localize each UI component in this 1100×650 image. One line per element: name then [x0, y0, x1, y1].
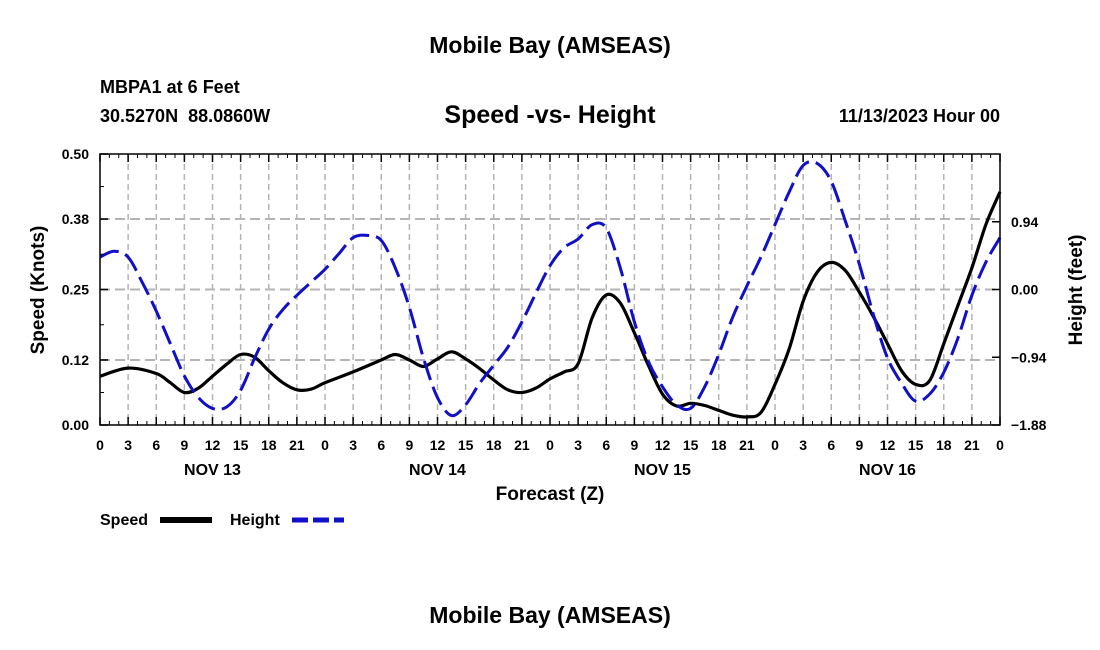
page-title-bottom: Mobile Bay (AMSEAS): [429, 602, 671, 628]
forecast-date: 11/13/2023 Hour 00: [838, 106, 1000, 126]
x-tick-label: 18: [711, 437, 727, 453]
x-tick-label: 0: [96, 437, 104, 453]
x-tick-label: 18: [486, 437, 502, 453]
station-coords: 30.5270N 88.0860W: [100, 106, 271, 126]
x-tick-label: 12: [205, 437, 221, 453]
x-tick-label: 3: [349, 437, 357, 453]
day-label: NOV 15: [634, 462, 691, 479]
x-tick-label: 18: [936, 437, 952, 453]
y-tick-label: 0.38: [62, 211, 89, 227]
legend-height-label: Height: [230, 512, 280, 529]
series-layer: [99, 160, 1002, 419]
grid-lines: [100, 154, 1000, 425]
y2-tick-label: 0.00: [1011, 282, 1038, 298]
x-tick-label: 18: [261, 437, 277, 453]
x-tick-label: 21: [514, 437, 530, 453]
x-tick-label: 6: [377, 437, 385, 453]
x-tick-label: 9: [630, 437, 638, 453]
x-tick-label: 0: [996, 437, 1004, 453]
x-tick-label: 0: [771, 437, 779, 453]
chart-title: Speed -vs- Height: [444, 101, 656, 129]
x-tick-label: 6: [152, 437, 160, 453]
x-tick-label: 21: [739, 437, 755, 453]
y2-tick-label: −0.94: [1011, 349, 1047, 365]
axes: 0 3 6 9 12 15 18 21 0 3 6 9 12 15 18 21 0 3 6 9 12 15 18 21 0 3 6 9…: [62, 146, 1047, 479]
x-tick-label: 9: [180, 437, 188, 453]
x-tick-label: 3: [124, 437, 132, 453]
x-tick-label: 12: [880, 437, 896, 453]
y-tick-label: 0.25: [62, 282, 89, 298]
x-tick-label: 15: [458, 437, 474, 453]
y2-tick-label: 0.94: [1011, 214, 1038, 230]
x-tick-label: 9: [855, 437, 863, 453]
x-tick-label: 15: [233, 437, 249, 453]
day-label: NOV 13: [184, 462, 241, 479]
y-axis-label: Speed (Knots): [28, 226, 49, 355]
series-line-height: [99, 160, 1002, 418]
x-tick-label: 15: [683, 437, 699, 453]
legend: Speed Height: [100, 512, 344, 529]
series-line-speed: [99, 191, 1002, 419]
x-tick-label: 9: [405, 437, 413, 453]
legend-speed-label: Speed: [100, 512, 148, 529]
x-tick-label: 12: [655, 437, 671, 453]
x-tick-label: 15: [908, 437, 924, 453]
x-tick-label: 3: [799, 437, 807, 453]
x-tick-label: 21: [964, 437, 980, 453]
y-tick-label: 0.12: [62, 352, 89, 368]
y2-axis-label: Height (feet): [1066, 235, 1087, 346]
x-tick-label: 21: [289, 437, 305, 453]
station-name: MBPA1 at 6 Feet: [100, 77, 240, 97]
x-tick-label: 0: [321, 437, 329, 453]
x-tick-label: 3: [574, 437, 582, 453]
x-axis-label: Forecast (Z): [496, 484, 605, 505]
y2-tick-label: −1.88: [1011, 417, 1047, 433]
page-title-top: Mobile Bay (AMSEAS): [429, 32, 671, 58]
x-tick-label: 6: [602, 437, 610, 453]
x-tick-label: 12: [430, 437, 446, 453]
day-label: NOV 14: [409, 462, 466, 479]
day-label: NOV 16: [859, 462, 916, 479]
x-tick-label: 0: [546, 437, 554, 453]
x-tick-label: 6: [827, 437, 835, 453]
y-tick-label: 0.00: [62, 417, 89, 433]
y-tick-label: 0.50: [62, 146, 89, 162]
